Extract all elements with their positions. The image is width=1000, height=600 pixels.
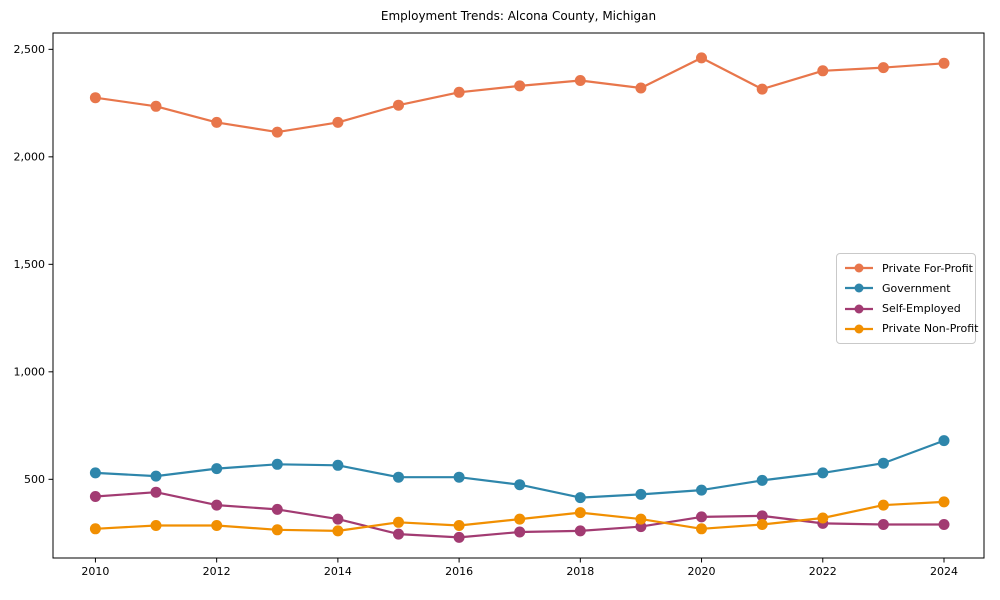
data-point <box>393 516 404 528</box>
y-axis: 500 1,000 1,500 2,000 2,500 <box>14 43 53 486</box>
data-point <box>696 484 707 496</box>
data-point <box>150 100 162 112</box>
data-point <box>877 499 889 511</box>
data-point <box>150 486 162 498</box>
data-point <box>756 519 768 530</box>
legend-item-private-for-profit: Private For-Profit <box>844 262 973 274</box>
x-tick-label: 2012 <box>203 565 231 578</box>
data-point <box>938 435 950 447</box>
data-point <box>271 503 283 515</box>
x-tick-label: 2014 <box>324 565 352 578</box>
series-private-for-profit <box>89 52 950 138</box>
data-point <box>332 459 344 471</box>
data-point <box>635 82 647 94</box>
data-point <box>756 474 768 486</box>
data-point <box>635 488 647 500</box>
legend-label: Government <box>882 281 951 295</box>
axes-border <box>52 32 985 559</box>
data-point <box>89 92 101 104</box>
data-point <box>574 75 586 86</box>
y-tick-label: 2,000 <box>14 150 46 163</box>
data-point <box>635 513 647 525</box>
data-point <box>150 470 162 482</box>
data-point <box>89 467 101 479</box>
data-point <box>89 523 101 535</box>
data-point <box>696 523 707 535</box>
data-point <box>393 528 404 540</box>
legend-label: Self-Employed <box>882 302 961 316</box>
data-point <box>514 526 526 538</box>
series-government <box>89 435 950 504</box>
data-point <box>453 520 465 531</box>
data-point <box>271 524 283 536</box>
y-tick-label: 500 <box>24 473 45 486</box>
x-axis: 2010 2012 2014 2016 2018 2020 2022 2024 <box>81 558 958 578</box>
y-tick-label: 1,500 <box>14 258 46 271</box>
data-point <box>938 57 950 69</box>
data-point <box>453 471 465 483</box>
data-point <box>756 83 768 95</box>
y-tick-label: 2,500 <box>14 43 46 56</box>
legend-marker-icon <box>845 324 873 334</box>
data-point <box>938 519 950 530</box>
data-point <box>817 467 829 479</box>
data-point <box>574 492 586 504</box>
data-point <box>696 511 707 523</box>
legend-label: Private For-Profit <box>882 261 973 275</box>
data-point <box>938 496 950 508</box>
series-private-non-profit <box>89 496 950 537</box>
x-tick-label: 2020 <box>688 565 716 578</box>
legend-marker-icon <box>845 304 873 314</box>
data-point <box>756 510 768 522</box>
data-point <box>877 457 889 469</box>
data-point <box>271 126 283 138</box>
data-point <box>393 99 404 111</box>
legend-marker-icon <box>845 283 873 293</box>
legend-marker-icon <box>845 263 873 273</box>
data-point <box>393 471 404 483</box>
legend: Private For-Profit Government Self-Employe… <box>836 253 978 344</box>
x-tick-label: 2016 <box>445 565 473 578</box>
y-tick-label: 1,000 <box>14 365 46 378</box>
legend-item-government: Government <box>844 282 969 294</box>
data-point <box>696 52 707 64</box>
data-point <box>211 463 223 475</box>
data-point <box>453 531 465 543</box>
data-point <box>514 479 526 491</box>
data-point <box>574 525 586 537</box>
data-point <box>211 499 223 511</box>
data-point <box>877 519 889 530</box>
legend-item-private-non-profit: Private Non-Profit <box>844 323 978 335</box>
chart-title: Employment Trends: Alcona County, Michig… <box>380 9 657 23</box>
data-point <box>574 507 586 519</box>
x-tick-label: 2018 <box>566 565 594 578</box>
data-point <box>514 80 526 92</box>
data-point <box>332 525 344 537</box>
legend-label: Private Non-Profit <box>882 322 979 336</box>
data-point <box>332 116 344 128</box>
data-point <box>332 513 344 525</box>
x-tick-label: 2024 <box>930 565 958 578</box>
x-tick-label: 2022 <box>809 565 837 578</box>
data-point <box>817 65 829 77</box>
x-tick-label: 2010 <box>81 565 109 578</box>
data-point <box>514 513 526 525</box>
series-line <box>95 56 945 134</box>
data-point <box>817 512 829 524</box>
legend-item-self-employed: Self-Employed <box>844 303 969 315</box>
data-point <box>211 116 223 128</box>
data-point <box>271 458 283 470</box>
data-point <box>877 62 889 74</box>
data-point <box>211 520 223 531</box>
data-point <box>453 86 465 98</box>
data-point <box>89 491 101 502</box>
data-point <box>150 520 162 531</box>
